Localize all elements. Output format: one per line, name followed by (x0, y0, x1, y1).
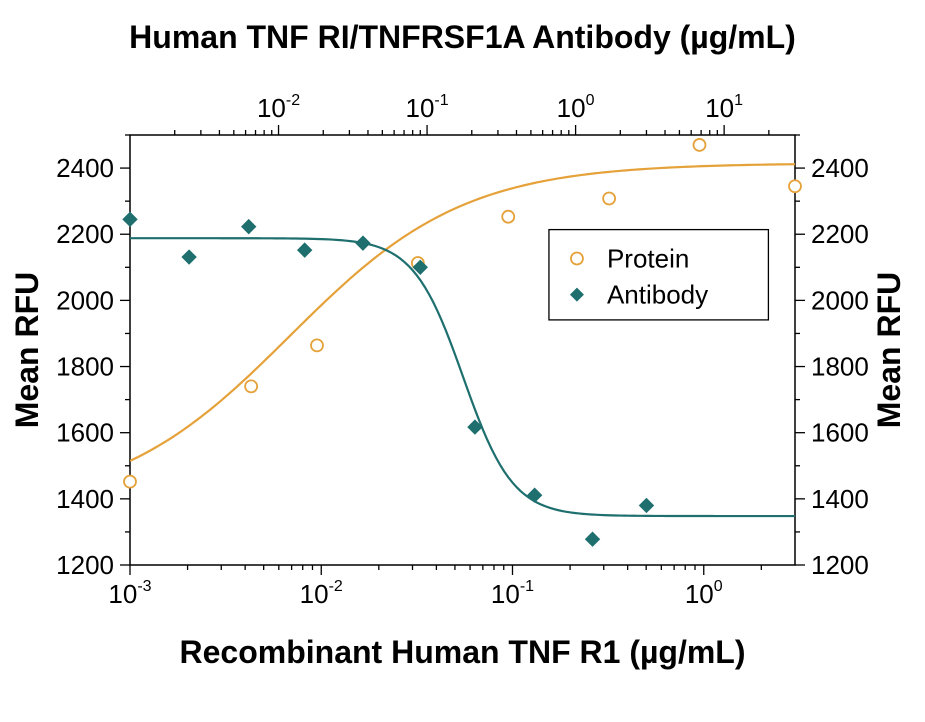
svg-text:2000: 2000 (56, 285, 114, 315)
point-protein (603, 193, 615, 205)
svg-text:1600: 1600 (811, 418, 869, 448)
right-axis-title: Mean RFU (871, 272, 907, 428)
bottom-axis-title: Recombinant Human TNF R1 (µg/mL) (180, 634, 746, 670)
point-antibody (528, 488, 542, 502)
point-antibody (298, 243, 312, 257)
svg-text:1800: 1800 (56, 352, 114, 382)
point-protein (693, 139, 705, 151)
svg-text:100: 100 (557, 92, 595, 123)
svg-text:10-3: 10-3 (108, 578, 151, 609)
svg-text:10-2: 10-2 (300, 578, 343, 609)
legend-marker-protein (571, 252, 583, 264)
svg-text:1600: 1600 (56, 418, 114, 448)
svg-text:10-1: 10-1 (491, 578, 534, 609)
svg-text:2400: 2400 (811, 153, 869, 183)
point-protein (502, 211, 514, 223)
point-antibody (123, 212, 137, 226)
point-antibody (242, 220, 256, 234)
svg-text:1200: 1200 (56, 550, 114, 580)
chart-svg: 10-3 10-2 10-1 100 10-2 10-1 100 101 1200 1200 140… (0, 0, 925, 722)
svg-text:2000: 2000 (811, 285, 869, 315)
svg-text:1800: 1800 (811, 352, 869, 382)
svg-text:10-2: 10-2 (257, 92, 300, 123)
point-antibody (586, 532, 600, 546)
svg-text:1400: 1400 (56, 484, 114, 514)
svg-text:10-1: 10-1 (405, 92, 448, 123)
point-protein (789, 180, 801, 192)
svg-text:2200: 2200 (56, 219, 114, 249)
point-protein (311, 339, 323, 351)
legend-label-antibody: Antibody (607, 280, 708, 310)
point-protein (124, 476, 136, 488)
point-protein (245, 380, 257, 392)
svg-text:2400: 2400 (56, 153, 114, 183)
svg-text:2200: 2200 (811, 219, 869, 249)
svg-text:1200: 1200 (811, 550, 869, 580)
point-antibody (356, 236, 370, 250)
point-antibody (182, 250, 196, 264)
svg-text:100: 100 (685, 578, 723, 609)
left-axis-title: Mean RFU (9, 272, 45, 428)
dose-response-chart: { "chart": { "type": "line+scatter", "wi… (0, 0, 925, 722)
top-axis-title: Human TNF RI/TNFRSF1A Antibody (µg/mL) (129, 19, 796, 55)
legend-label-protein: Protein (607, 243, 689, 273)
svg-text:101: 101 (705, 92, 743, 123)
point-antibody (639, 498, 653, 512)
svg-text:1400: 1400 (811, 484, 869, 514)
